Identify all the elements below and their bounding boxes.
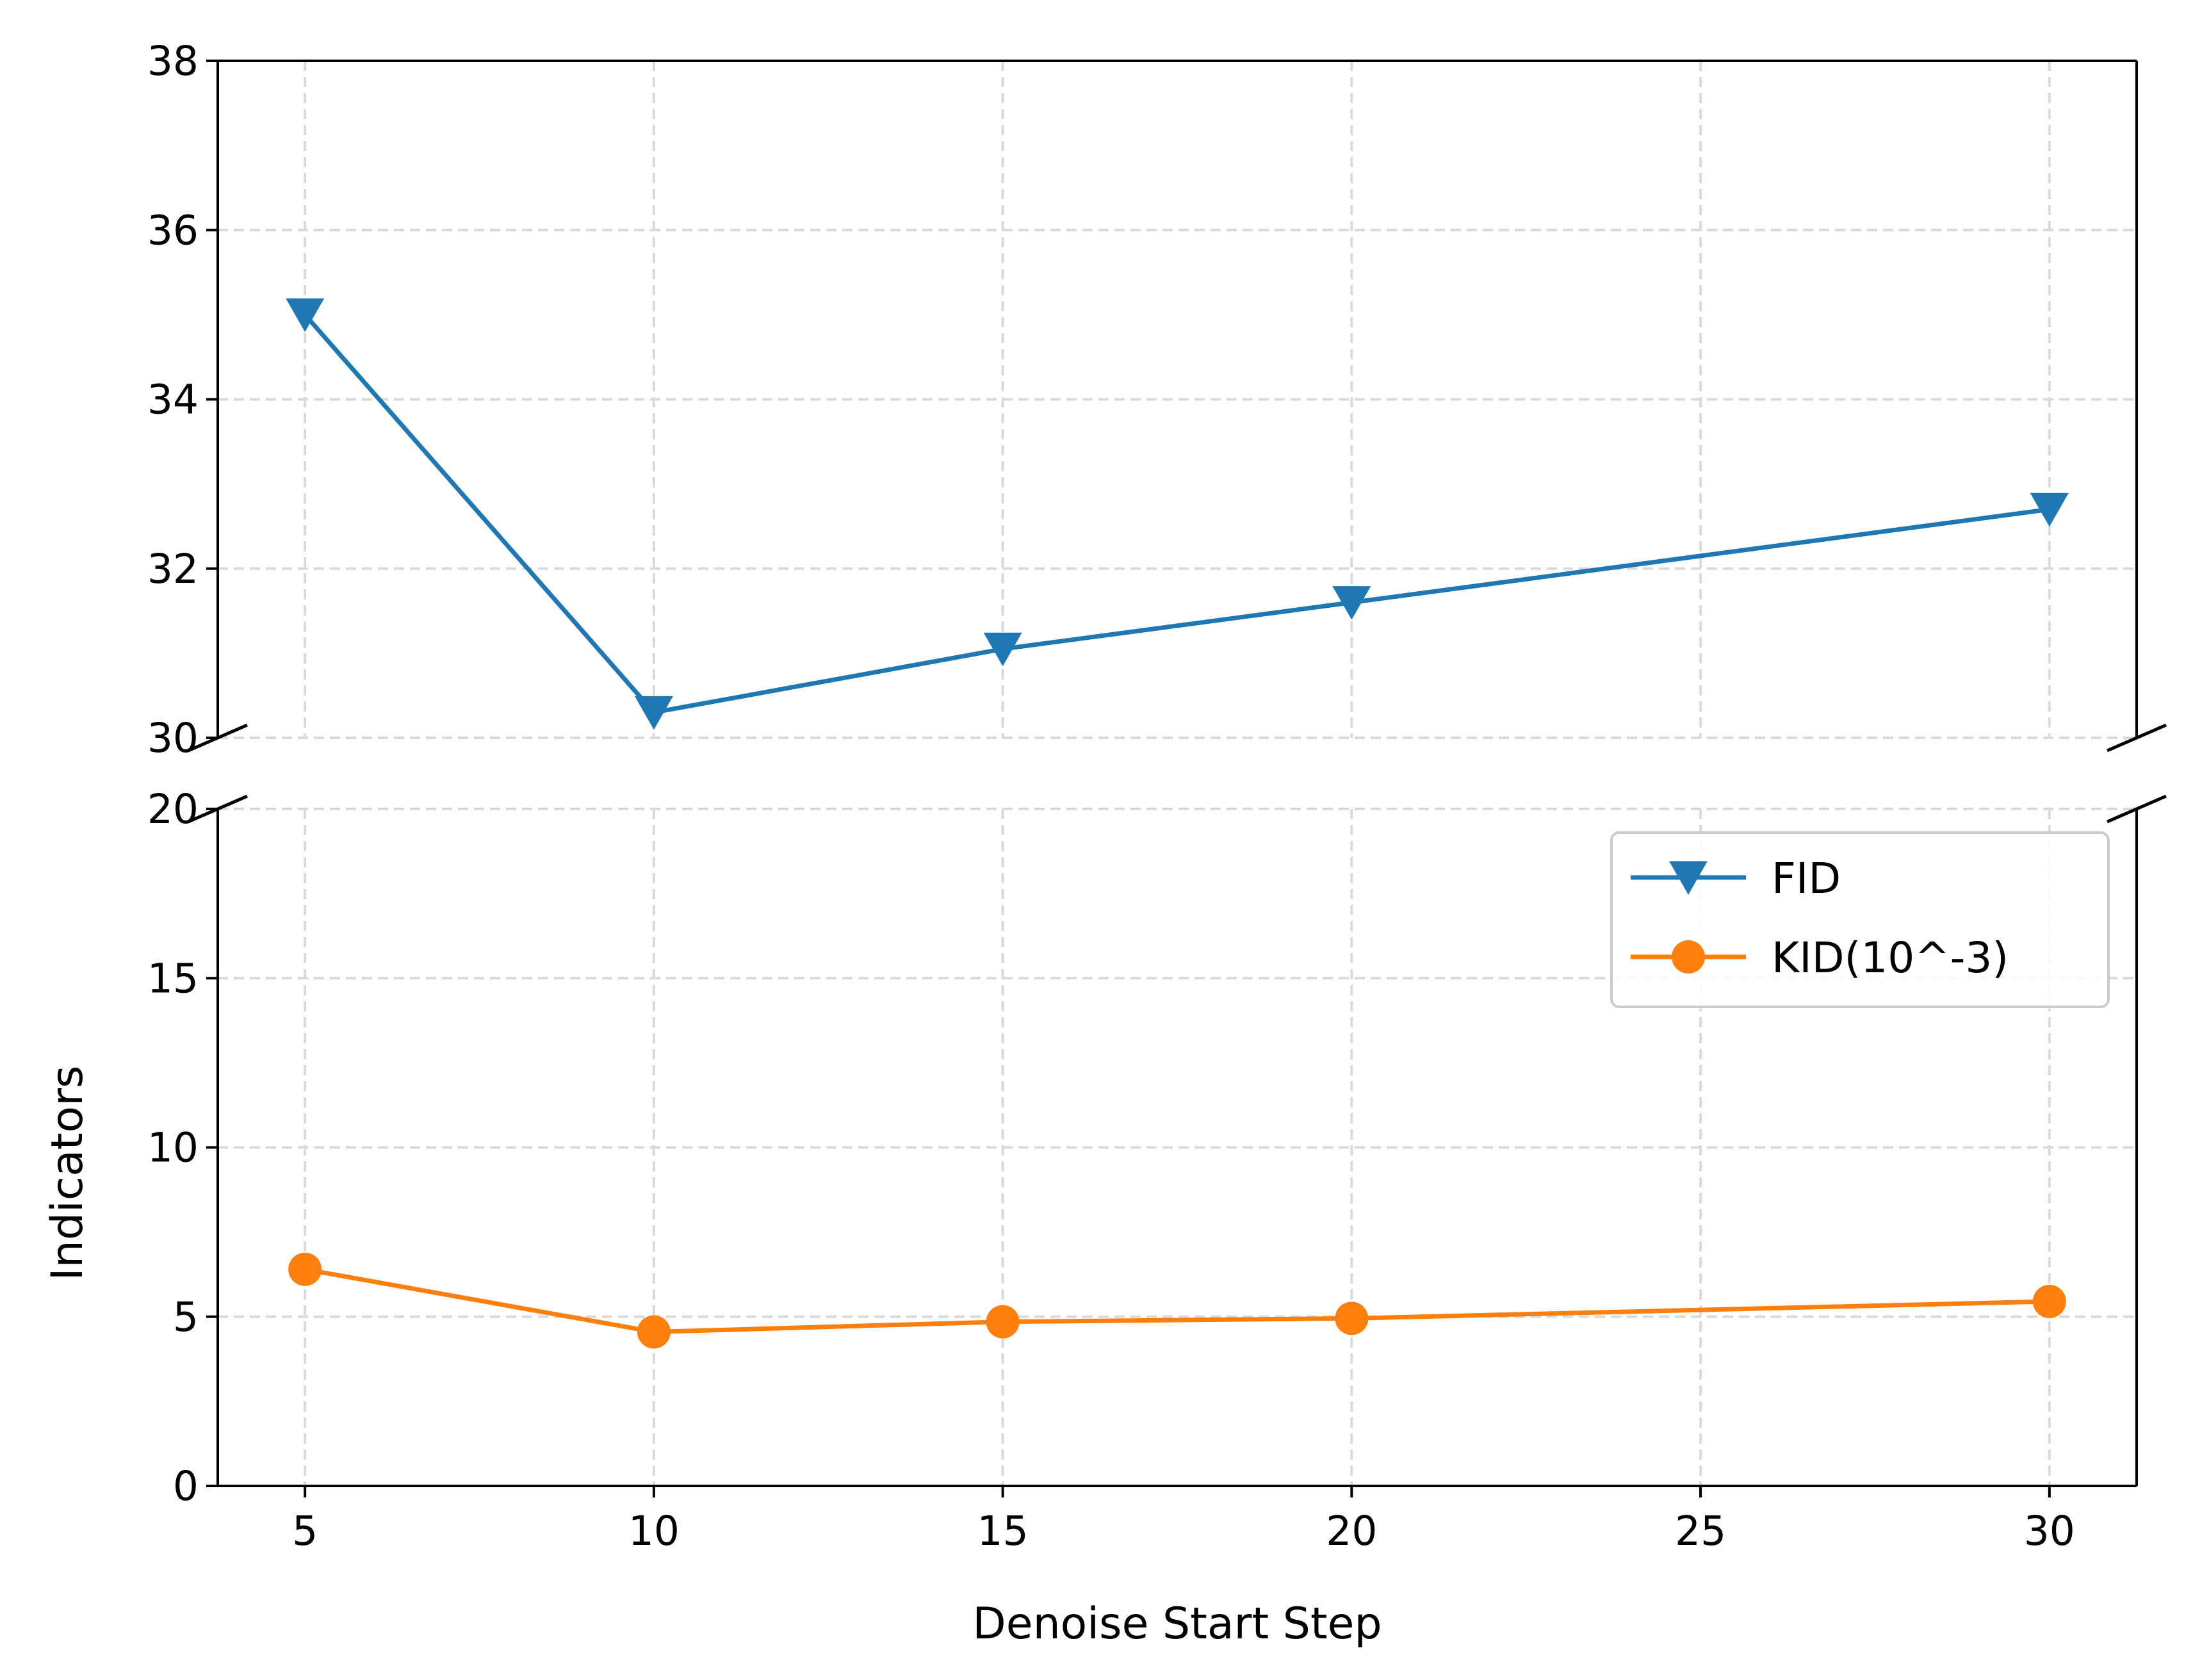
- axis-break-mark: [2107, 794, 2167, 824]
- legend-marker: [1669, 861, 1708, 895]
- upper-y-tick-label: 36: [147, 207, 199, 254]
- series-fid: [286, 298, 2069, 730]
- x-tick-label: 20: [1326, 1508, 1377, 1554]
- lower-y-tick-label: 20: [147, 786, 199, 833]
- lower-y-tick-label: 10: [147, 1125, 199, 1171]
- axis-ticks: 5 10 15 20 25 30 30 32 34 36 38 0 5 10 15 20: [147, 38, 2075, 1554]
- data-point-marker: [2032, 1284, 2066, 1318]
- y-axis-title: Indicators: [42, 1066, 93, 1281]
- x-tick-label: 25: [1675, 1508, 1726, 1554]
- axis-break-mark: [2107, 723, 2167, 753]
- x-tick-label: 10: [628, 1508, 680, 1554]
- lower-y-tick-label: 5: [173, 1294, 199, 1341]
- x-tick-label: 30: [2024, 1508, 2075, 1554]
- upper-y-tick-label: 30: [147, 715, 199, 762]
- x-tick-label: 5: [292, 1508, 318, 1554]
- legend-label: KID(10^-3): [1772, 933, 2009, 983]
- data-point-marker: [288, 1252, 322, 1286]
- upper-panel-grid: [218, 61, 2137, 739]
- legend-marker: [1672, 940, 1705, 974]
- lower-y-tick-label: 0: [173, 1463, 199, 1510]
- x-tick-label: 15: [977, 1508, 1029, 1554]
- data-point-marker: [986, 1305, 1020, 1339]
- legend-label: FID: [1772, 854, 1841, 903]
- x-axis-title: Denoise Start Step: [972, 1599, 1382, 1649]
- upper-y-tick-label: 34: [147, 377, 199, 423]
- series-kid-10-3-: [288, 1252, 2066, 1349]
- data-point-marker: [1335, 1301, 1369, 1335]
- lower-y-tick-label: 15: [147, 955, 199, 1002]
- upper-y-tick-label: 32: [147, 546, 199, 592]
- data-point-marker: [286, 298, 325, 332]
- data-point-marker: [1332, 586, 1371, 620]
- data-point-marker: [2030, 493, 2069, 527]
- data-point-marker: [637, 1315, 671, 1349]
- data-point-marker: [634, 696, 673, 730]
- series-layer: [286, 298, 2069, 1349]
- upper-y-tick-label: 38: [147, 38, 199, 85]
- data-point-marker: [983, 632, 1022, 667]
- legend: FID KID(10^-3): [1610, 831, 2110, 1008]
